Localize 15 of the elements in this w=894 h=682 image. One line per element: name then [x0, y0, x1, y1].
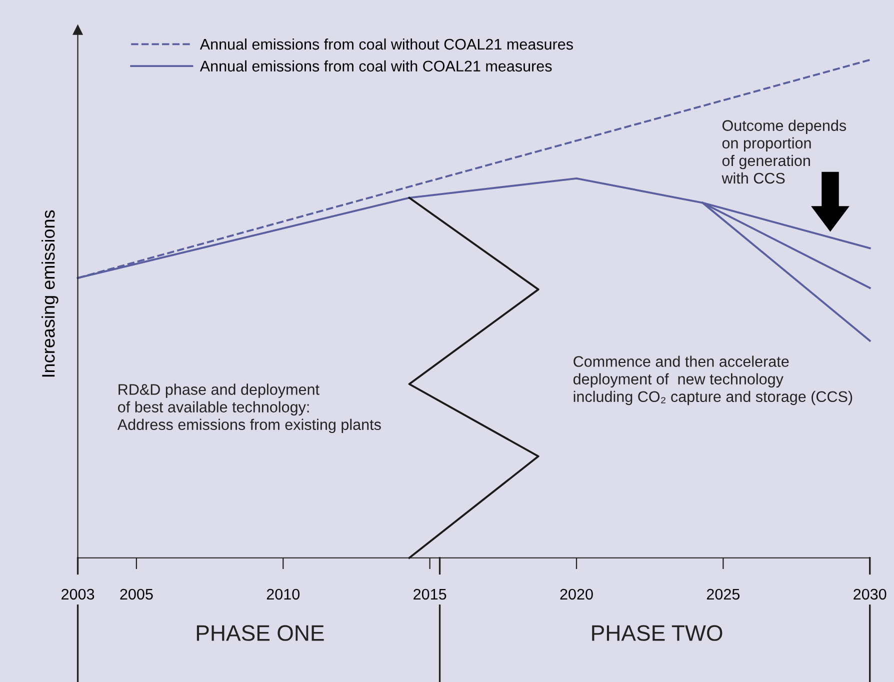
legend-label: Annual emissions from coal without COAL21 measures: [200, 38, 573, 50]
legend-label: Annual emissions from coal with COAL21 measures: [200, 60, 552, 72]
x-tick-label: 2025: [706, 588, 740, 600]
x-tick-label: 2020: [560, 588, 593, 600]
annotation: Outcome depends on proportion of generation with CCS: [722, 120, 846, 184]
x-tick-label: 2005: [120, 588, 153, 600]
x-tick-label: 2003: [62, 588, 94, 600]
text: PHASE TWO: [592, 625, 722, 641]
y-axis-title: Increasing emissions: [42, 210, 58, 377]
text: PHASE ONE: [196, 625, 324, 641]
x-tick-label: 2030: [854, 588, 886, 600]
annotation: Commence and then accelerate deployment of new technology including CO₂ capture and storage (CCS): [573, 356, 852, 406]
annotation: RD&D phase and deployment of best available technology: Address emissions from existing plants: [117, 384, 381, 434]
x-tick-label: 2010: [266, 588, 300, 600]
x-tick-label: 2015: [414, 588, 446, 600]
